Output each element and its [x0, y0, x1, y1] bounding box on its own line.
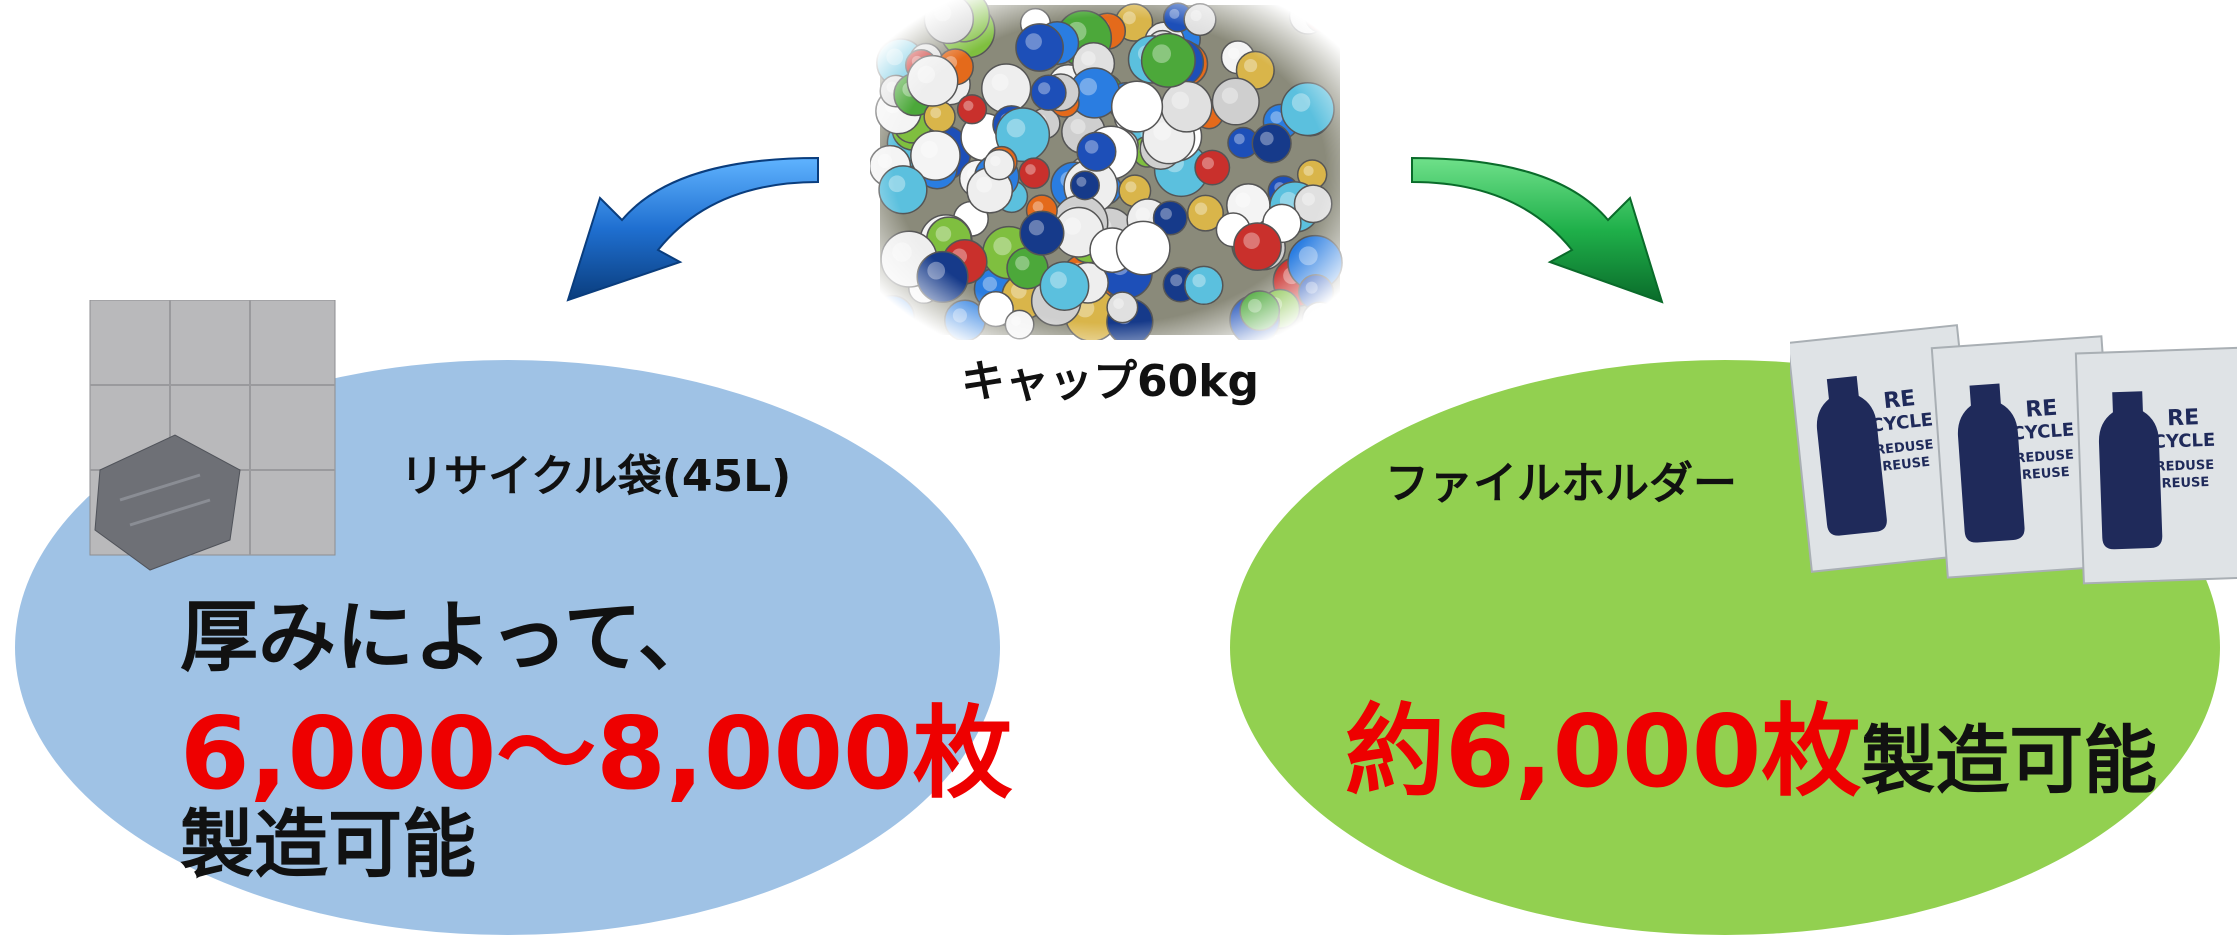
- thickness-text: 厚みによって、: [180, 593, 716, 683]
- file-holder-producible-text: 製造可能: [1861, 718, 2158, 804]
- svg-text:RE: RE: [1882, 386, 1916, 414]
- blue-curved-arrow-icon: [566, 156, 819, 302]
- file-holder-photo-icon: RECYCLEREDUSEREUSERECYCLEREDUSEREUSERECY…: [1790, 324, 2237, 585]
- bottle-caps-photo-icon: [870, 0, 1350, 340]
- recycle-bag-title: リサイクル袋(45L): [400, 451, 792, 502]
- svg-text:RE: RE: [2025, 396, 2059, 423]
- file-holder-count-highlight: 約6,000枚: [1345, 693, 1862, 810]
- svg-text:RE: RE: [2167, 405, 2200, 431]
- garbage-bag-photo-icon: [89, 300, 336, 571]
- bag-producible-text: 製造可能: [180, 802, 476, 888]
- bag-count-highlight: 6,000～8,000枚: [180, 695, 1013, 812]
- caps-label: キャップ60kg: [961, 356, 1259, 407]
- svg-text:REUSE: REUSE: [1882, 455, 1931, 475]
- svg-text:REUSE: REUSE: [2022, 465, 2071, 483]
- svg-text:CYCLE: CYCLE: [2011, 419, 2075, 444]
- file-holder-count-line: 約6,000枚製造可能: [1345, 670, 2157, 815]
- svg-text:REDUSE: REDUSE: [2015, 448, 2074, 467]
- svg-text:CYCLE: CYCLE: [2152, 430, 2215, 453]
- green-curved-arrow-icon: [1411, 156, 1664, 304]
- svg-text:REDUSE: REDUSE: [2155, 458, 2214, 475]
- file-holder-title: ファイルホルダー: [1385, 458, 1737, 509]
- svg-text:REDUSE: REDUSE: [1875, 437, 1935, 458]
- svg-text:REUSE: REUSE: [2161, 475, 2209, 492]
